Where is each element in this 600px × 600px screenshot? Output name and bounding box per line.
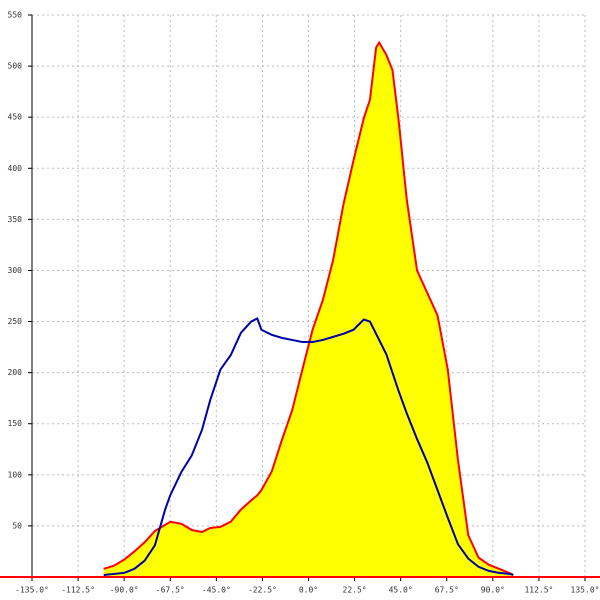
x-tick-label: -45.0° <box>202 586 231 595</box>
x-tick-label: 90.0° <box>481 586 505 595</box>
series-line <box>103 317 514 576</box>
y-tick-label: 200 <box>8 368 23 377</box>
x-tick-label: -22.5° <box>248 586 277 595</box>
x-tick-label: -135.0° <box>15 586 49 595</box>
x-tick-label: -90.0° <box>110 586 139 595</box>
y-tick-label: 500 <box>8 62 23 71</box>
x-tick-label: -112.5° <box>61 586 95 595</box>
y-tick-label: 550 <box>8 11 23 20</box>
y-tick-label: 350 <box>8 215 23 224</box>
x-tick-label: 22.5° <box>343 586 367 595</box>
x-tick-label: 0.0° <box>299 586 318 595</box>
x-tick-label: -67.5° <box>156 586 185 595</box>
area-fill <box>103 42 514 577</box>
x-tick-label: 135.0° <box>571 586 600 595</box>
y-tick-label: 100 <box>8 470 23 479</box>
y-tick-label: 250 <box>8 317 23 326</box>
y-tick-label: 450 <box>8 113 23 122</box>
x-tick-label: 67.5° <box>435 586 459 595</box>
y-tick-label: 400 <box>8 164 23 173</box>
y-tick-label: 150 <box>8 419 23 428</box>
x-tick-label: 45.0° <box>389 586 413 595</box>
y-tick-label: 300 <box>8 266 23 275</box>
x-tick-label: 112.5° <box>524 586 553 595</box>
y-tick-label: 50 <box>12 521 22 530</box>
series-line <box>103 40 514 576</box>
